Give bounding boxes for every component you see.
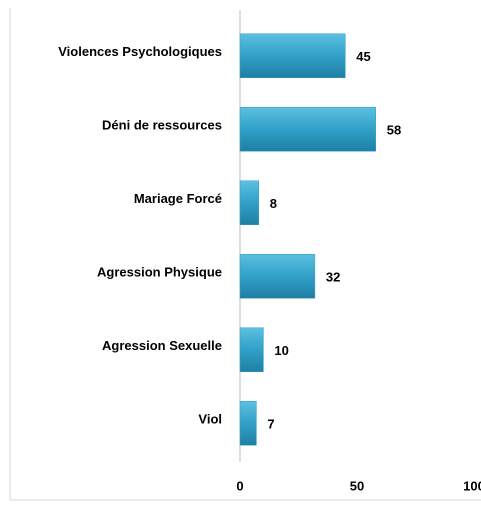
bar	[239, 180, 259, 225]
x-tick-label: 50	[350, 478, 364, 493]
x-tick-label: 100	[463, 478, 481, 493]
bar	[239, 401, 257, 446]
y-tick-label: Agression Sexuelle	[102, 338, 222, 353]
data-label: 8	[270, 196, 277, 211]
data-label: 58	[387, 123, 401, 138]
bar	[239, 327, 264, 372]
y-tick-label: Mariage Forcé	[134, 191, 222, 206]
bar	[239, 33, 346, 78]
bar	[239, 107, 376, 152]
data-label: 32	[326, 270, 340, 285]
y-tick-label: Violences Psychologiques	[58, 44, 222, 59]
y-tick-label: Viol	[198, 412, 222, 427]
data-label: 45	[356, 49, 370, 64]
y-tick-label: Agression Physique	[97, 265, 222, 280]
bar	[239, 254, 316, 299]
y-tick-label: Déni de ressources	[102, 118, 222, 133]
data-label: 7	[267, 417, 274, 432]
x-tick-label: 0	[236, 478, 243, 493]
data-label: 10	[274, 343, 288, 358]
